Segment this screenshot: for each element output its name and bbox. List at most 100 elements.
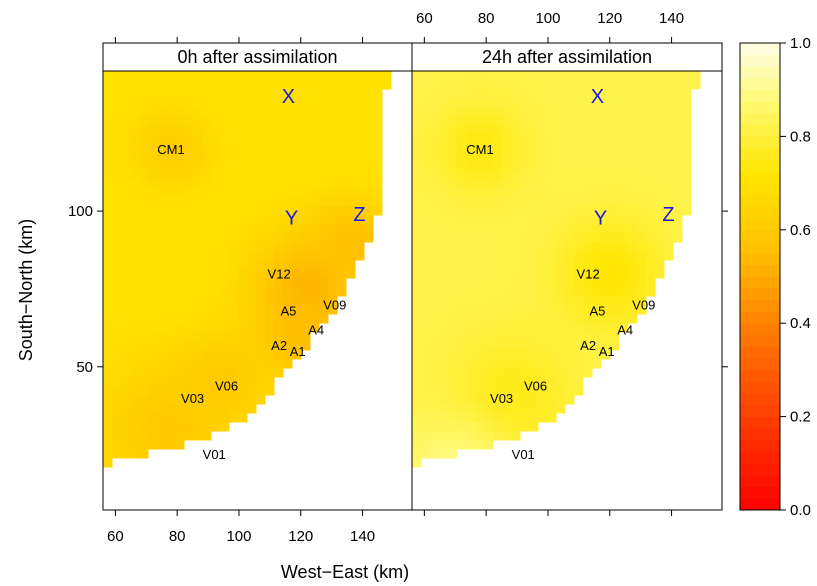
heatmap-cell: [256, 269, 266, 279]
heatmap-cell: [529, 170, 539, 180]
heatmap-cell: [247, 404, 257, 414]
heatmap-cell: [448, 386, 458, 396]
heatmap-cell: [157, 350, 167, 360]
heatmap-cell: [529, 80, 539, 90]
heatmap-cell: [103, 224, 113, 234]
heatmap-cell: [355, 107, 365, 117]
heatmap-cell: [637, 278, 647, 288]
heatmap-cell: [202, 188, 212, 198]
heatmap-cell: [229, 404, 239, 414]
strip-box: [411, 42, 723, 72]
heatmap-cell: [646, 260, 656, 270]
heatmap-cell: [157, 440, 167, 450]
heatmap-cell: [619, 89, 629, 99]
heatmap-cell: [166, 215, 176, 225]
heatmap-cell: [574, 197, 584, 207]
heatmap-cell: [538, 251, 548, 261]
heatmap-cell: [373, 107, 383, 117]
heatmap-cell: [139, 233, 149, 243]
heatmap-cell: [283, 296, 293, 306]
heatmap-cell: [637, 224, 647, 234]
heatmap-cell: [319, 98, 329, 108]
heatmap-cell: [193, 89, 203, 99]
heatmap-cell: [484, 260, 494, 270]
heatmap-cell: [673, 197, 683, 207]
heatmap-cell: [121, 71, 131, 81]
heatmap-cell: [421, 170, 431, 180]
colorbar-band: [740, 101, 780, 114]
heatmap-cell: [637, 260, 647, 270]
heatmap-cell: [202, 377, 212, 387]
heatmap-cell: [112, 125, 122, 135]
heatmap-cell: [457, 251, 467, 261]
heatmap-cell: [310, 260, 320, 270]
heatmap-cell: [283, 287, 293, 297]
colorbar-tick-label: 0.2: [790, 409, 811, 426]
heatmap-cell: [664, 224, 674, 234]
heatmap-cell: [448, 143, 458, 153]
heatmap-cell: [493, 395, 503, 405]
heatmap-cell: [229, 197, 239, 207]
heatmap-cell: [220, 107, 230, 117]
heatmap-cell: [112, 224, 122, 234]
heatmap-cell: [430, 269, 440, 279]
heatmap-cell: [538, 233, 548, 243]
heatmap-cell: [274, 197, 284, 207]
heatmap-cell: [328, 233, 338, 243]
heatmap-cell: [148, 314, 158, 324]
heatmap-cell: [274, 152, 284, 162]
heatmap-cell: [520, 71, 530, 81]
heatmap-cell: [457, 125, 467, 135]
panel-frame: [411, 70, 723, 511]
heatmap-cell: [448, 305, 458, 315]
heatmap-cell: [274, 269, 284, 279]
heatmap-cell: [493, 377, 503, 387]
heatmap-cell: [157, 125, 167, 135]
heatmap-cell: [247, 314, 257, 324]
heatmap-cell: [574, 260, 584, 270]
heatmap-cell: [364, 116, 374, 126]
heatmap-cell: [148, 296, 158, 306]
heatmap-cell: [130, 350, 140, 360]
heatmap-cell: [364, 170, 374, 180]
heatmap-cell: [655, 107, 665, 117]
heatmap-cell: [238, 71, 248, 81]
heatmap-cell: [265, 242, 275, 252]
point-label-x: X: [591, 86, 604, 108]
heatmap-cell: [637, 80, 647, 90]
heatmap-cell: [364, 80, 374, 90]
heatmap-cell: [520, 251, 530, 261]
heatmap-cell: [475, 242, 485, 252]
heatmap-cell: [619, 215, 629, 225]
heatmap-cell: [466, 269, 476, 279]
heatmap-cell: [247, 152, 257, 162]
heatmap-cell: [619, 233, 629, 243]
heatmap-cell: [430, 107, 440, 117]
heatmap-cell: [637, 188, 647, 198]
heatmap-cell: [202, 323, 212, 333]
heatmap-cell: [238, 107, 248, 117]
heatmap-cell: [655, 170, 665, 180]
heatmap-cell: [175, 206, 185, 216]
heatmap-cell: [166, 161, 176, 171]
heatmap-cell: [256, 251, 266, 261]
heatmap-cell: [538, 413, 548, 423]
heatmap-cell: [166, 152, 176, 162]
heatmap-cell: [148, 206, 158, 216]
heatmap-cell: [238, 314, 248, 324]
heatmap-cell: [202, 71, 212, 81]
heatmap-cell: [439, 125, 449, 135]
heatmap-cell: [301, 323, 311, 333]
site-label-a5: A5: [280, 304, 296, 319]
heatmap-cell: [556, 269, 566, 279]
heatmap-cell: [601, 305, 611, 315]
heatmap-cell: [439, 395, 449, 405]
site-label-cm1: CM1: [466, 142, 493, 157]
heatmap-cell: [412, 89, 422, 99]
heatmap-cell: [457, 161, 467, 171]
site-label-v12: V12: [268, 266, 291, 281]
heatmap-cell: [139, 404, 149, 414]
heatmap-cell: [175, 368, 185, 378]
heatmap-cell: [457, 143, 467, 153]
heatmap-cell: [211, 125, 221, 135]
